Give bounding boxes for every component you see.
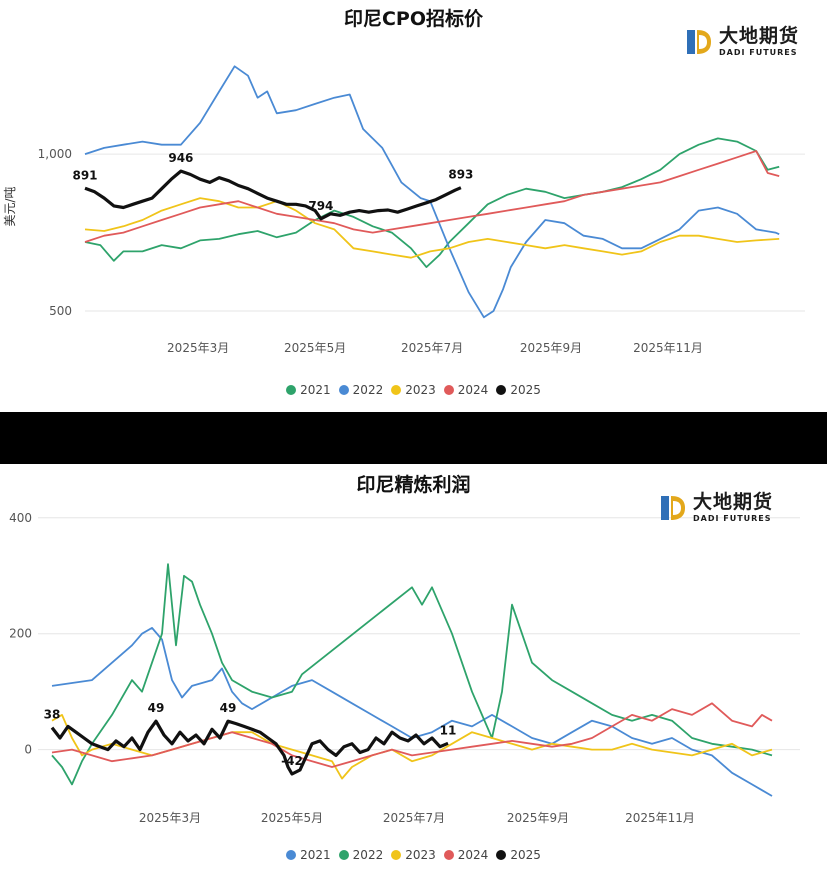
legend-label: 2024	[457, 383, 489, 397]
logo-name: 大地期货	[719, 25, 800, 47]
x-tick-label: 2025年7月	[401, 341, 463, 355]
legend-swatch	[443, 385, 454, 395]
x-tick-label: 2025年3月	[167, 341, 229, 355]
legend-label: 2023	[405, 383, 436, 397]
x-tick-label: 2025年5月	[261, 811, 323, 825]
legend-label: 2024	[457, 848, 489, 862]
series-line-2024	[84, 150, 780, 243]
series-line-2022	[84, 65, 780, 319]
dadi-futures-logo: 大地期货 DADI FUTURES	[657, 492, 773, 523]
x-tick-label: 2025年11月	[633, 341, 703, 355]
legend-label: 2021	[300, 848, 331, 862]
logo-subtitle: DADI FUTURES	[719, 48, 798, 57]
legend-item-2021[interactable]: 2021	[286, 383, 331, 397]
x-tick-label: 2025年9月	[507, 811, 569, 825]
y-tick-label: 0	[24, 743, 32, 757]
data-label: 893	[448, 168, 473, 182]
legend-item-2022[interactable]: 2022	[338, 848, 384, 862]
dadi-logo-icon	[687, 29, 711, 54]
legend-swatch	[391, 385, 402, 395]
series-line-2024	[51, 702, 773, 768]
legend-item-2023[interactable]: 2023	[391, 848, 436, 862]
x-tick-label: 2025年3月	[139, 811, 201, 825]
chart-legend: 2021 2022 2023 2024 2025	[0, 383, 827, 397]
legend-swatch	[443, 850, 454, 860]
chart-title: 印尼CPO招标价	[343, 8, 484, 30]
legend-item-2024[interactable]: 2024	[443, 848, 489, 862]
y-tick-label: 500	[49, 304, 72, 318]
data-label: 49	[220, 701, 237, 715]
legend-swatch	[496, 850, 507, 860]
series-line-2023	[51, 714, 773, 780]
legend-item-2022[interactable]: 2022	[338, 383, 384, 397]
y-tick-label: 400	[9, 511, 32, 525]
legend-item-2025[interactable]: 2025	[496, 848, 541, 862]
data-label: -42	[281, 754, 303, 768]
legend-label: 2023	[405, 848, 436, 862]
data-label: 38	[44, 708, 61, 722]
refining-profit-chart: 0 200 400 2025年3月 2025年5月 2025年7月 2025年9月 2025年…	[9, 511, 800, 825]
series-line-2025	[84, 169, 462, 221]
data-label: 794	[308, 199, 333, 213]
cpo-tender-price-panel: 500 1,000 美元/吨 2025年3月 2025年5月 2025年7月 2025年9月…	[0, 0, 827, 412]
legend-swatch	[338, 385, 349, 395]
panel-divider	[0, 412, 827, 464]
legend-swatch	[286, 850, 297, 860]
legend-label: 2025	[510, 848, 541, 862]
y-axis-label: 美元/吨	[3, 186, 17, 226]
legend-item-2023[interactable]: 2023	[391, 383, 436, 397]
data-label: 891	[72, 168, 97, 182]
legend-swatch	[496, 385, 507, 395]
logo-subtitle: DADI FUTURES	[693, 514, 772, 523]
data-label: 11	[440, 723, 457, 737]
data-label: 49	[148, 701, 165, 715]
cpo-tender-price-chart: 500 1,000 美元/吨 2025年3月 2025年5月 2025年7月 2025年9月…	[3, 65, 805, 355]
legend-item-2021[interactable]: 2021	[286, 848, 331, 862]
series-line-2023	[84, 197, 780, 259]
chart-legend: 2021 2022 2023 2024 2025	[0, 848, 827, 862]
legend-item-2024[interactable]: 2024	[443, 383, 489, 397]
series-line-2025	[50, 719, 449, 776]
logo-name: 大地期货	[693, 491, 774, 513]
y-tick-label: 200	[9, 627, 32, 641]
legend-item-2025[interactable]: 2025	[496, 383, 541, 397]
dadi-futures-logo: 大地期货 DADI FUTURES	[683, 26, 799, 57]
data-label: 946	[168, 151, 193, 165]
refining-profit-panel: 0 200 400 2025年3月 2025年5月 2025年7月 2025年9月 2025年…	[0, 464, 827, 880]
x-tick-label: 2025年9月	[520, 341, 582, 355]
legend-label: 2022	[352, 848, 384, 862]
legend-label: 2025	[510, 383, 541, 397]
legend-swatch	[286, 385, 297, 395]
dadi-logo-icon	[661, 495, 685, 520]
series-line-2021	[51, 627, 773, 797]
y-tick-label: 1,000	[38, 147, 72, 161]
chart-title: 印尼精炼利润	[356, 474, 471, 496]
x-tick-label: 2025年11月	[625, 811, 695, 825]
legend-swatch	[338, 850, 349, 860]
legend-label: 2022	[352, 383, 384, 397]
series-line-2021	[84, 137, 780, 268]
x-tick-label: 2025年7月	[383, 811, 445, 825]
legend-label: 2021	[300, 383, 331, 397]
legend-swatch	[391, 850, 402, 860]
x-tick-label: 2025年5月	[284, 341, 346, 355]
